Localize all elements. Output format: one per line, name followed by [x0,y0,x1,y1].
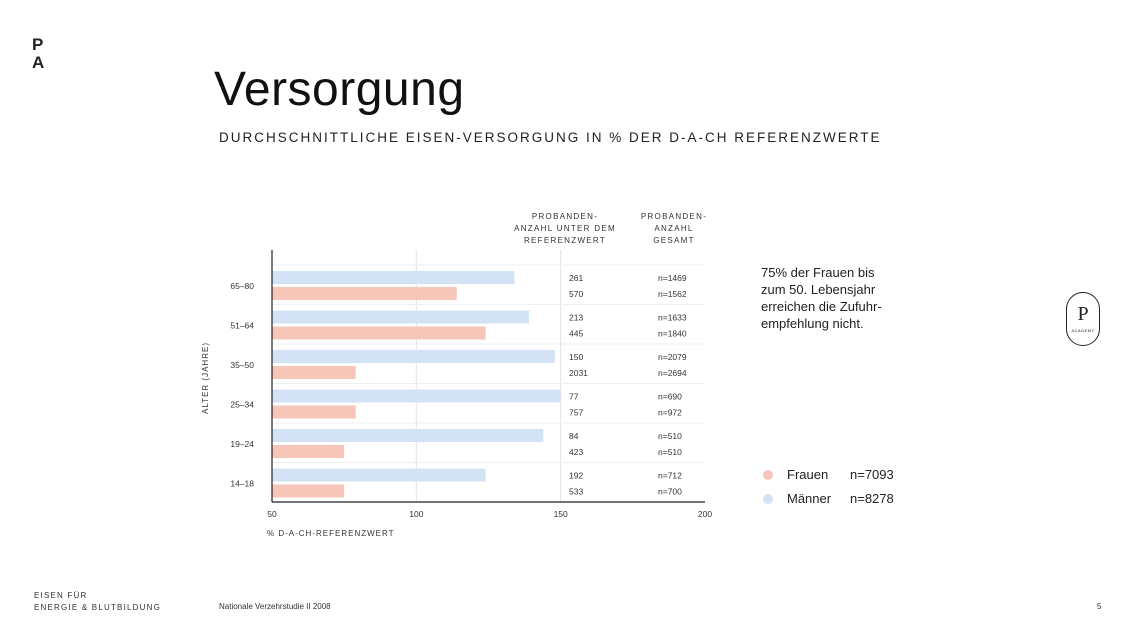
legend-label: Männer [787,491,832,506]
below-ref-count: 261 [569,273,583,283]
x-tick-label: 150 [554,509,568,519]
category-label: 19–24 [230,439,254,449]
category-label: 65–80 [230,281,254,291]
x-tick-label: 50 [267,509,277,519]
total-count: n=2079 [658,352,687,362]
category-label: 14–18 [230,479,254,489]
below-ref-count: 445 [569,329,583,339]
page-number: 5 [1097,602,1102,611]
x-tick-label: 200 [698,509,712,519]
below-ref-count: 77 [569,392,579,402]
legend-item-frauen: Frauen n=7093 [763,467,894,482]
legend-item-maenner: Männer n=8278 [763,491,894,506]
footer-source: Nationale Verzehrstudie II 2008 [219,602,331,611]
total-count: n=700 [658,487,682,497]
below-ref-count: 423 [569,447,583,457]
category-label: 25–34 [230,400,254,410]
legend-count: n=7093 [850,467,894,482]
total-count: n=1633 [658,313,687,323]
bar-frauen [272,405,356,419]
below-ref-count: 570 [569,289,583,299]
legend-swatch-frauen [763,470,773,480]
bar-frauen [272,445,345,458]
bar-männer [272,389,561,403]
total-count: n=712 [658,471,682,481]
total-count: n=1840 [658,329,687,339]
below-ref-count: 2031 [569,368,588,378]
total-count: n=972 [658,408,682,418]
badge-text: ACADEMY [1071,328,1095,333]
below-ref-count: 213 [569,313,583,323]
column-header-below-ref: PROBANDEN- ANZAHL UNTER DEM REFERENZWERT [514,212,616,245]
x-tick-label: 100 [409,509,423,519]
below-ref-count: 150 [569,352,583,362]
bar-männer [272,310,529,324]
footer-topic: EISEN FÜR ENERGIE & BLUTBILDUNG [34,591,162,612]
bar-frauen [272,484,345,498]
legend-count: n=8278 [850,491,894,506]
column-header-total: PROBANDEN- ANZAHL GESAMT [640,212,708,245]
bar-männer [272,271,515,284]
legend-swatch-maenner [763,494,773,504]
page-title: Versorgung [214,63,465,116]
bar-männer [272,429,544,442]
below-ref-count: 192 [569,471,583,481]
bar-frauen [272,326,486,340]
academy-badge-logo: P ACADEMY [1066,292,1100,346]
below-ref-count: 533 [569,487,583,497]
total-count: n=510 [658,447,682,457]
bar-männer [272,468,486,482]
total-count: n=2694 [658,368,687,378]
badge-letter: P [1077,303,1089,325]
x-axis-label: % D-A-CH-REFERENZWERT [267,529,395,538]
bar-frauen [272,366,356,379]
total-count: n=690 [658,392,682,402]
page-subtitle: DURCHSCHNITTLICHE EISEN-VERSORGUNG IN % … [219,130,882,145]
legend-label: Frauen [787,467,829,482]
total-count: n=1469 [658,273,687,283]
total-count: n=1562 [658,289,687,299]
category-label: 35–50 [230,360,254,370]
logo: P A [32,35,46,72]
below-ref-count: 84 [569,431,579,441]
total-count: n=510 [658,431,682,441]
category-label: 51–64 [230,321,254,331]
annotation-note: 75% der Frauen bis zum 50. Lebensjahr er… [761,265,882,331]
bar-frauen [272,287,457,300]
below-ref-count: 757 [569,408,583,418]
y-axis-label: ALTER (JAHRE) [201,342,210,414]
bar-männer [272,350,555,363]
